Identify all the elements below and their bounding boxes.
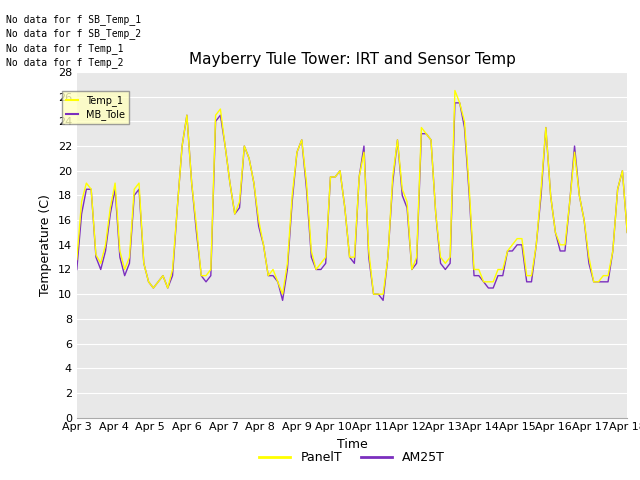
Legend: Temp_1, MB_Tole: Temp_1, MB_Tole	[63, 91, 129, 124]
Title: Mayberry Tule Tower: IRT and Sensor Temp: Mayberry Tule Tower: IRT and Sensor Temp	[189, 52, 515, 67]
Y-axis label: Temperature (C): Temperature (C)	[39, 194, 52, 296]
Legend: PanelT, AM25T: PanelT, AM25T	[254, 446, 450, 469]
Text: No data for f SB_Temp_1
No data for f SB_Temp_2
No data for f Temp_1
No data for: No data for f SB_Temp_1 No data for f SB…	[6, 14, 141, 68]
X-axis label: Time: Time	[337, 438, 367, 451]
